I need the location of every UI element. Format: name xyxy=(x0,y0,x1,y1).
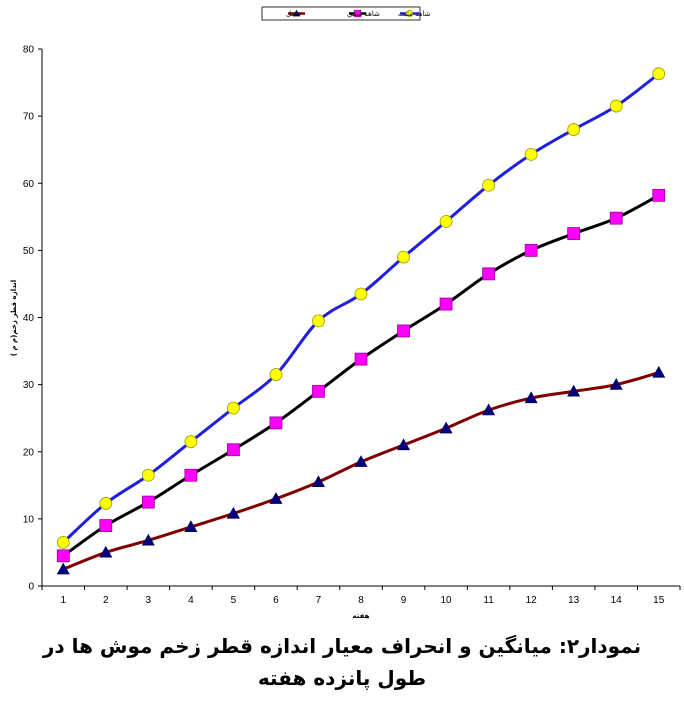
series-circle xyxy=(56,67,666,549)
data-point xyxy=(439,215,453,228)
y-tick-label: 70 xyxy=(23,112,35,123)
data-point xyxy=(226,401,240,415)
x-tick-label: 11 xyxy=(483,595,494,606)
data-point xyxy=(652,365,666,378)
legend-label: عسل xyxy=(286,10,302,18)
data-point xyxy=(397,324,410,338)
y-tick-label: 40 xyxy=(23,313,35,324)
data-point xyxy=(609,378,623,390)
data-point xyxy=(312,384,325,398)
data-point xyxy=(56,549,70,563)
data-point xyxy=(354,352,368,366)
x-tick-label: 13 xyxy=(568,595,580,606)
legend: شاهد مثبت شاهد منفي عسل xyxy=(261,6,431,21)
data-point xyxy=(312,314,325,328)
x-tick-label: 6 xyxy=(273,595,279,606)
data-point xyxy=(184,435,198,449)
data-point xyxy=(567,227,581,240)
data-point xyxy=(567,123,581,136)
data-point xyxy=(652,188,666,202)
series-square xyxy=(56,188,666,563)
y-tick-label: 20 xyxy=(23,447,35,458)
legend-label: شاهد منفي xyxy=(347,10,380,18)
data-point xyxy=(184,468,198,482)
data-point xyxy=(482,403,496,416)
data-point xyxy=(311,475,325,488)
data-point xyxy=(439,421,453,434)
y-axis-title: اندازه قطر زخم(م م ) xyxy=(10,280,18,356)
data-point xyxy=(567,384,581,397)
data-point xyxy=(56,562,70,575)
x-tick-label: 5 xyxy=(231,595,237,606)
x-tick-label: 3 xyxy=(146,595,152,606)
y-tick-label: 80 xyxy=(23,45,35,56)
legend-marker xyxy=(292,9,301,17)
y-tick-label: 10 xyxy=(23,514,35,525)
data-point xyxy=(141,533,155,546)
legend-item: شاهد مثبت xyxy=(398,9,431,18)
y-axis: 0 10 20 30 40 50 60 70 80 xyxy=(23,45,42,593)
data-point xyxy=(99,497,113,510)
data-point xyxy=(99,545,113,558)
legend-marker xyxy=(353,9,362,18)
y-tick-label: 50 xyxy=(23,246,35,257)
x-tick-label: 7 xyxy=(316,595,322,606)
x-tick-label: 9 xyxy=(401,595,407,606)
legend-label: شاهد مثبت xyxy=(398,10,431,18)
data-point xyxy=(226,506,240,519)
data-point xyxy=(269,416,283,430)
data-point xyxy=(354,455,368,467)
legend-item: شاهد منفي xyxy=(347,9,380,18)
data-point xyxy=(269,492,283,504)
x-tick-label: 12 xyxy=(526,595,538,606)
data-point xyxy=(397,250,410,264)
x-tick-label: 10 xyxy=(441,595,453,606)
data-point xyxy=(141,495,155,509)
x-axis: 1 2 3 4 5 6 7 8 9 10 11 12 13 14 15 xyxy=(41,586,681,606)
data-point xyxy=(99,519,113,532)
x-tick-label: 14 xyxy=(611,595,623,606)
x-tick-label: 15 xyxy=(653,595,665,606)
data-point xyxy=(609,211,623,225)
data-point xyxy=(56,535,70,549)
x-tick-label: 1 xyxy=(60,595,66,606)
series-triangle xyxy=(56,365,666,575)
y-tick-label: 0 xyxy=(28,582,34,593)
data-point xyxy=(184,520,198,533)
data-point xyxy=(269,368,283,381)
data-point xyxy=(524,243,538,257)
data-point xyxy=(524,147,538,161)
x-tick-label: 2 xyxy=(103,595,109,606)
legend-item: عسل xyxy=(286,9,305,18)
data-point xyxy=(226,443,240,457)
y-tick-label: 60 xyxy=(23,179,35,190)
caption-line-1: نمودار۲: میانگین و انحراف معیار اندازه ق… xyxy=(42,634,642,658)
x-axis-title: هفته xyxy=(353,612,370,620)
caption-line-2: طول پانزده هفته xyxy=(257,666,427,690)
data-point xyxy=(439,297,453,311)
legend-marker xyxy=(405,9,414,18)
x-tick-label: 8 xyxy=(358,595,364,606)
data-point xyxy=(397,438,411,451)
data-point xyxy=(354,287,368,301)
data-point xyxy=(609,99,623,113)
legend-box xyxy=(261,6,421,21)
plot-area xyxy=(56,67,666,575)
data-point xyxy=(141,468,155,482)
data-point xyxy=(482,178,496,192)
data-point xyxy=(652,67,666,81)
x-tick-label: 4 xyxy=(188,595,194,606)
y-tick-label: 30 xyxy=(23,380,35,391)
data-point xyxy=(524,391,538,404)
data-point xyxy=(482,267,496,281)
